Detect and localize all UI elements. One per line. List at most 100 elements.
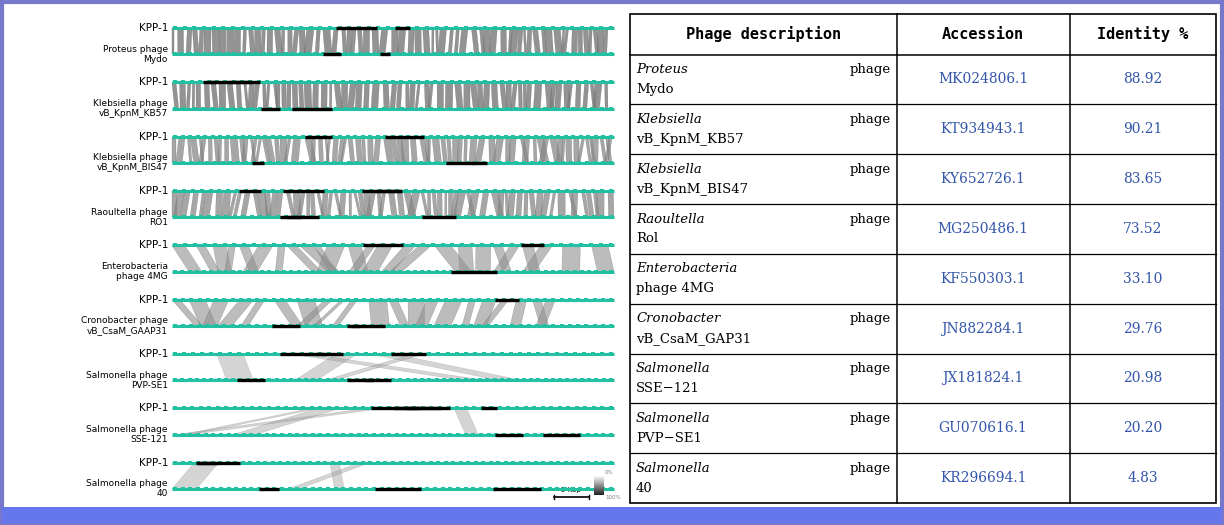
Text: Phage description: Phage description xyxy=(685,26,841,43)
Polygon shape xyxy=(173,246,202,271)
Text: phage: phage xyxy=(849,213,891,226)
Polygon shape xyxy=(524,28,526,54)
Text: Salmonella phage
PVP-SE1: Salmonella phage PVP-SE1 xyxy=(87,371,168,390)
Polygon shape xyxy=(317,246,345,271)
Polygon shape xyxy=(242,137,248,163)
Polygon shape xyxy=(493,246,519,271)
Polygon shape xyxy=(208,137,212,163)
Polygon shape xyxy=(390,137,400,163)
Polygon shape xyxy=(594,191,600,217)
Polygon shape xyxy=(253,191,262,217)
Polygon shape xyxy=(284,137,291,163)
Polygon shape xyxy=(367,137,373,163)
Polygon shape xyxy=(354,191,362,217)
Text: Raoultella phage
RO1: Raoultella phage RO1 xyxy=(92,208,168,227)
Polygon shape xyxy=(247,82,255,109)
Polygon shape xyxy=(306,191,310,217)
Bar xyxy=(594,476,603,477)
Polygon shape xyxy=(275,191,283,217)
Polygon shape xyxy=(355,82,362,109)
Polygon shape xyxy=(564,82,570,109)
Polygon shape xyxy=(313,300,345,326)
Text: PVP−SE1: PVP−SE1 xyxy=(636,432,701,445)
Polygon shape xyxy=(499,82,507,109)
Polygon shape xyxy=(364,191,371,217)
Text: KT934943.1: KT934943.1 xyxy=(940,122,1026,136)
Polygon shape xyxy=(327,191,333,217)
Polygon shape xyxy=(488,137,496,163)
Polygon shape xyxy=(509,28,519,54)
Polygon shape xyxy=(255,28,261,54)
Polygon shape xyxy=(427,191,431,217)
Polygon shape xyxy=(215,191,223,217)
Polygon shape xyxy=(448,191,453,217)
Polygon shape xyxy=(267,28,273,54)
Text: Mydo: Mydo xyxy=(636,83,673,96)
Bar xyxy=(594,485,603,486)
Polygon shape xyxy=(230,137,240,163)
Polygon shape xyxy=(286,191,295,217)
Polygon shape xyxy=(174,191,185,217)
Text: JN882284.1: JN882284.1 xyxy=(941,322,1024,335)
Polygon shape xyxy=(196,246,219,271)
Text: Identity %: Identity % xyxy=(1097,26,1189,43)
Polygon shape xyxy=(371,82,379,109)
Bar xyxy=(594,484,603,485)
Polygon shape xyxy=(562,137,565,163)
Polygon shape xyxy=(410,137,417,163)
Polygon shape xyxy=(482,300,509,326)
Polygon shape xyxy=(517,28,523,54)
Polygon shape xyxy=(173,300,203,326)
Polygon shape xyxy=(192,82,195,109)
Text: phage: phage xyxy=(849,63,891,76)
Polygon shape xyxy=(476,246,491,271)
Polygon shape xyxy=(310,191,316,217)
Polygon shape xyxy=(313,246,337,271)
Polygon shape xyxy=(510,82,518,109)
Polygon shape xyxy=(173,463,219,489)
Polygon shape xyxy=(425,137,430,163)
Polygon shape xyxy=(480,28,485,54)
Polygon shape xyxy=(341,82,348,109)
Text: Raoultella: Raoultella xyxy=(636,213,705,226)
Polygon shape xyxy=(244,82,248,109)
Text: KPP-1: KPP-1 xyxy=(138,458,168,468)
Polygon shape xyxy=(425,82,430,109)
Bar xyxy=(630,14,1215,503)
Polygon shape xyxy=(334,191,343,217)
Polygon shape xyxy=(225,246,235,271)
Polygon shape xyxy=(324,354,424,380)
Text: vB_CsaM_GAP31: vB_CsaM_GAP31 xyxy=(636,332,752,345)
Polygon shape xyxy=(252,82,259,109)
Polygon shape xyxy=(477,82,483,109)
Text: Cronobacter: Cronobacter xyxy=(636,312,721,325)
Bar xyxy=(594,480,603,481)
Polygon shape xyxy=(392,28,399,54)
Polygon shape xyxy=(526,82,531,109)
Polygon shape xyxy=(175,408,382,435)
Text: Enterobacteria: Enterobacteria xyxy=(636,262,737,275)
Polygon shape xyxy=(568,191,578,217)
Polygon shape xyxy=(251,137,257,163)
Text: 73.52: 73.52 xyxy=(1124,222,1163,236)
Polygon shape xyxy=(483,28,491,54)
Polygon shape xyxy=(458,246,474,271)
Text: phage: phage xyxy=(849,362,891,375)
Text: Klebsiella: Klebsiella xyxy=(636,163,701,176)
Polygon shape xyxy=(422,28,430,54)
Polygon shape xyxy=(427,137,431,163)
Polygon shape xyxy=(565,137,572,163)
Polygon shape xyxy=(441,137,448,163)
Polygon shape xyxy=(469,137,477,163)
Text: Salmonella: Salmonella xyxy=(636,362,711,375)
Polygon shape xyxy=(432,137,442,163)
Polygon shape xyxy=(240,191,251,217)
Polygon shape xyxy=(263,82,266,109)
Polygon shape xyxy=(490,28,497,54)
Text: vB_KpnM_BIS47: vB_KpnM_BIS47 xyxy=(636,183,748,196)
Polygon shape xyxy=(200,191,206,217)
Polygon shape xyxy=(324,137,329,163)
Polygon shape xyxy=(461,300,476,326)
Polygon shape xyxy=(398,28,406,54)
Polygon shape xyxy=(589,137,596,163)
